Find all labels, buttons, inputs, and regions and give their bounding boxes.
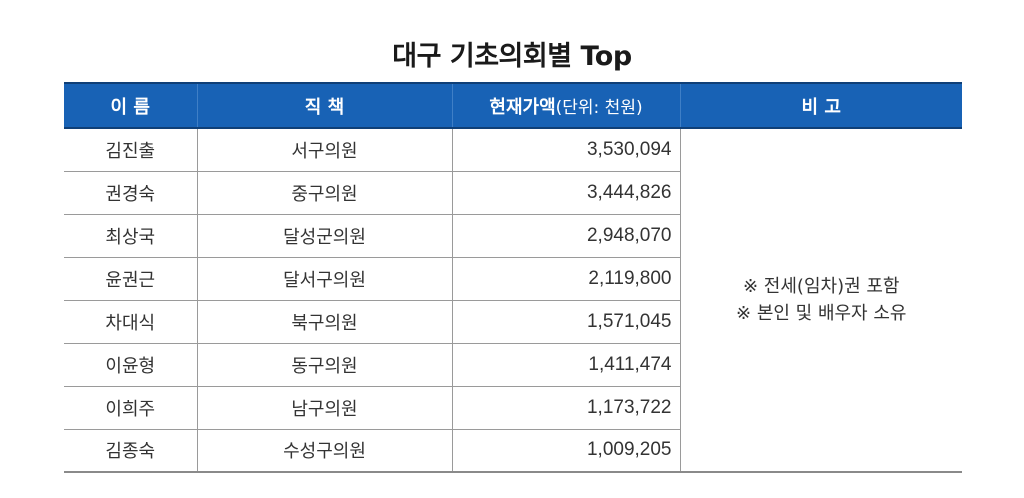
- assets-table: 이 름 직 책 현재가액(단위: 천원) 비 고 김진출 서구의원 3,530,…: [64, 82, 962, 473]
- row-position: 남구의원: [196, 386, 452, 430]
- row-amount: 2,119,800: [451, 257, 680, 301]
- note-line-1: ※ 전세(임차)권 포함: [743, 276, 900, 297]
- row-position: 수성구의원: [196, 429, 452, 473]
- row-amount: 1,571,045: [451, 300, 680, 344]
- table-row: 윤권근 달서구의원 2,119,800: [64, 257, 962, 301]
- row-name: 김진출: [64, 128, 197, 172]
- row-name: 차대식: [64, 300, 197, 344]
- row-amount: 1,173,722: [451, 386, 680, 430]
- header-amount: 현재가액(단위: 천원): [451, 82, 680, 129]
- row-position: 달성군의원: [196, 214, 452, 258]
- table-row: 차대식 북구의원 1,571,045: [64, 300, 962, 344]
- row-amount: 1,411,474: [451, 343, 680, 387]
- header-amount-unit: (단위: 천원): [555, 97, 643, 118]
- row-name: 김종숙: [64, 429, 197, 473]
- table-row: 김진출 서구의원 3,530,094 ※ 전세(임차)권 포함 ※ 본인 및 배…: [64, 128, 962, 473]
- row-amount: 2,948,070: [451, 214, 680, 258]
- row-name: 이희주: [64, 386, 197, 430]
- row-amount: 3,530,094: [451, 128, 680, 172]
- table-row: 이희주 남구의원 1,173,722: [64, 386, 962, 430]
- note-cell: ※ 전세(임차)권 포함 ※ 본인 및 배우자 소유: [679, 128, 962, 473]
- row-position: 달서구의원: [196, 257, 452, 301]
- row-name: 윤권근: [64, 257, 197, 301]
- header-name: 이 름: [64, 82, 197, 129]
- note-line-2: ※ 본인 및 배우자 소유: [736, 303, 907, 324]
- header-amount-label: 현재가액: [489, 96, 556, 118]
- page-title: 대구 기초의회별 Top: [392, 41, 632, 72]
- table-row: 권경숙 중구의원 3,444,826: [64, 171, 962, 215]
- table-row: 최상국 달성군의원 2,948,070: [64, 214, 962, 258]
- row-position: 중구의원: [196, 171, 452, 215]
- row-name: 이윤형: [64, 343, 197, 387]
- table-row: 이윤형 동구의원 1,411,474: [64, 343, 962, 387]
- row-position: 서구의원: [196, 128, 452, 172]
- row-amount: 3,444,826: [451, 171, 680, 215]
- row-amount: 1,009,205: [451, 429, 680, 473]
- row-position: 북구의원: [196, 300, 452, 344]
- row-name: 최상국: [64, 214, 197, 258]
- header-note: 비 고: [679, 82, 962, 129]
- header-position: 직 책: [196, 82, 452, 129]
- table-row: 김종숙 수성구의원 1,009,205: [64, 429, 962, 473]
- row-name: 권경숙: [64, 171, 197, 215]
- row-position: 동구의원: [196, 343, 452, 387]
- table-header-row: 이 름 직 책 현재가액(단위: 천원) 비 고: [64, 82, 962, 129]
